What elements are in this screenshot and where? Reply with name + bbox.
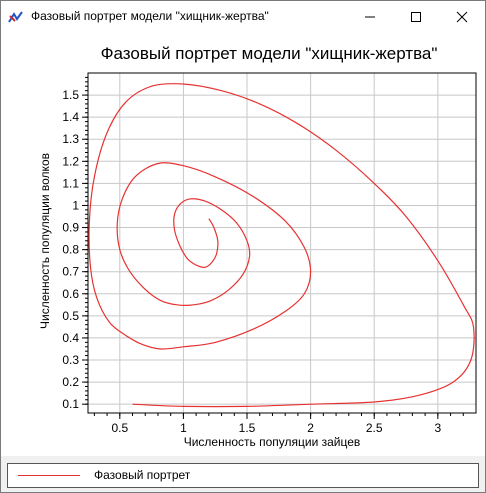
plot-frame [87, 72, 477, 414]
phase-portrait-chart: Фазовый портрет модели "хищник-жертва" 0… [38, 44, 477, 449]
x-tick-label: 2.5 [366, 421, 383, 435]
x-tick-label: 1.5 [239, 421, 256, 435]
app-icon [8, 11, 23, 23]
y-tick-label: 1.5 [62, 88, 79, 102]
x-tick-label: 3 [434, 421, 441, 435]
y-tick-label: 0.1 [62, 397, 79, 411]
legend-panel: Фазовый портрет [1, 456, 485, 492]
x-axis-label: Численность популяции зайцев [184, 435, 361, 449]
x-axis: 0.5 1 1.5 2 2.5 3 [93, 413, 464, 435]
maximize-button[interactable] [393, 1, 439, 32]
y-tick-label: 1.2 [62, 154, 79, 168]
y-tick-label: 1.1 [62, 176, 79, 190]
y-axis: 0.1 0.2 0.3 0.4 0.5 0.6 0.7 0.8 0.9 1 1.1 1.2 1.3 1.4… [62, 76, 88, 411]
x-tick-label: 0.5 [111, 421, 128, 435]
legend-label: Фазовый портрет [94, 468, 191, 482]
y-tick-label: 0.2 [62, 375, 79, 389]
y-tick-label: 0.3 [62, 353, 79, 367]
y-tick-label: 1.3 [62, 132, 79, 146]
grid-lines [88, 73, 476, 413]
x-tick-label: 1 [180, 421, 187, 435]
minimize-button[interactable] [347, 1, 393, 32]
y-tick-label: 0.4 [62, 331, 79, 345]
x-tick-label: 2 [307, 421, 314, 435]
title-bar[interactable]: Фазовый портрет модели "хищник-жертва" [1, 1, 485, 32]
y-tick-label: 0.9 [62, 221, 79, 235]
y-axis-label: Численность популяции волков [38, 153, 52, 329]
chart-title: Фазовый портрет модели "хищник-жертва" [101, 44, 438, 63]
window-title: Фазовый портрет модели "хищник-жертва" [31, 9, 269, 23]
y-tick-label: 0.6 [62, 287, 79, 301]
y-tick-label: 1 [72, 198, 79, 212]
y-tick-label: 1.4 [62, 110, 79, 124]
plot-area: Фазовый портрет модели "хищник-жертва" 0… [1, 32, 485, 456]
y-tick-label: 0.8 [62, 243, 79, 257]
series-line-phase-portrait [88, 83, 475, 408]
close-icon [456, 11, 468, 23]
y-tick-label: 0.5 [62, 309, 79, 323]
legend: Фазовый портрет [7, 463, 479, 488]
y-tick-label: 0.7 [62, 265, 79, 279]
legend-swatch [18, 475, 80, 476]
series-layer [88, 83, 475, 408]
maximize-icon [411, 12, 421, 22]
minimize-icon [365, 16, 375, 18]
close-button[interactable] [439, 1, 485, 32]
